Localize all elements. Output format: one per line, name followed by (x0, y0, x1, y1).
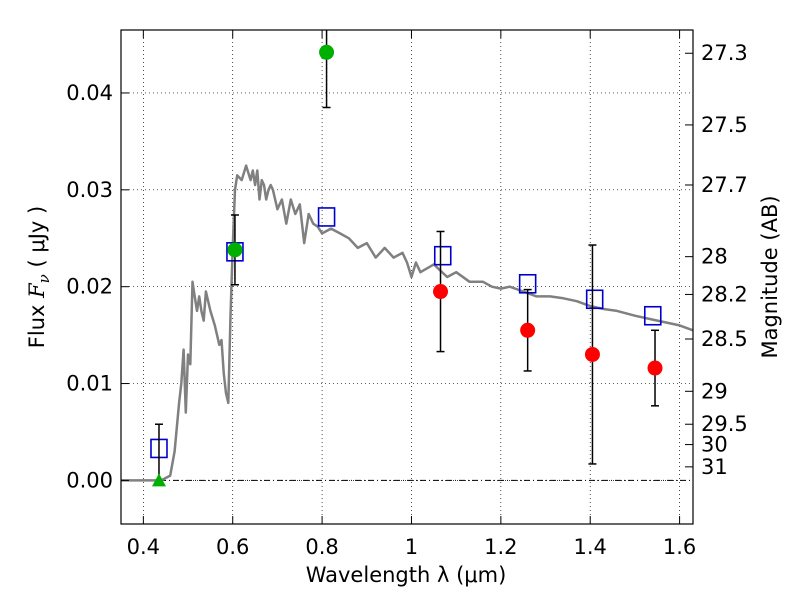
y-axis-label-subscript: ν (35, 274, 53, 283)
magnitude-tick-label: 29.5 (701, 412, 748, 436)
y-tick-label: 0.00 (66, 468, 113, 492)
model-flux-square (585, 289, 604, 310)
x-tick-label: 0.4 (127, 535, 160, 559)
y-axis-label-symbol: F (25, 282, 49, 299)
green-flux-point (319, 44, 335, 60)
red-flux-point (647, 360, 663, 376)
magnitude-axis-label: Magnitude (AB) (758, 195, 782, 358)
x-tick-label: 1.4 (574, 535, 607, 559)
magnitude-tick-label: 29 (701, 379, 728, 403)
x-axis-ticks: 0.4 0.6 0.8 1 1.2 1.4 1.6 (127, 30, 696, 559)
red-flux-point (433, 284, 449, 300)
x-tick-label: 0.6 (216, 535, 249, 559)
data-marks (121, 30, 693, 487)
green-flux-point (227, 242, 243, 258)
plot-frame (120, 29, 694, 525)
y-tick-label: 0.02 (66, 275, 113, 299)
sed-model-line (121, 164, 693, 482)
y-axis-label-prefix: Flux (25, 298, 49, 348)
red-flux-point (520, 322, 536, 338)
grid-lines (121, 30, 693, 524)
y-axis-label: Flux Fν ( μJy ) (25, 206, 53, 348)
x-tick-label: 1.6 (663, 535, 696, 559)
magnitude-tick-label: 28.5 (701, 327, 748, 351)
model-flux-square (643, 305, 662, 326)
magnitude-tick-label: 28.2 (701, 282, 748, 306)
red-flux-point (584, 346, 600, 362)
plot-background (121, 30, 693, 524)
upper-limit-triangle (151, 473, 166, 487)
y-tick-label: 0.01 (66, 372, 113, 396)
magnitude-tick-label: 28 (701, 245, 728, 269)
y-axis-label-unit: ( μJy ) (25, 206, 49, 274)
magnitude-tick-label: 27.3 (701, 41, 748, 65)
y-axis-ticks: 0.00 0.01 0.02 0.03 0.04 (66, 81, 129, 492)
model-flux-square (317, 207, 336, 227)
magnitude-tick-label: 30 (701, 433, 728, 457)
magnitude-tick-label: 31 (701, 455, 728, 479)
x-tick-label: 1.2 (484, 535, 517, 559)
y-tick-label: 0.04 (66, 81, 113, 105)
x-tick-label: 0.8 (305, 535, 338, 559)
magnitude-tick-label: 27.7 (701, 173, 748, 197)
y-tick-label: 0.03 (66, 178, 113, 202)
x-tick-label: 1 (405, 535, 418, 559)
x-axis-label: Wavelength λ (μm) (306, 563, 507, 587)
magnitude-tick-label: 27.5 (701, 113, 748, 137)
model-flux-square (433, 245, 452, 266)
